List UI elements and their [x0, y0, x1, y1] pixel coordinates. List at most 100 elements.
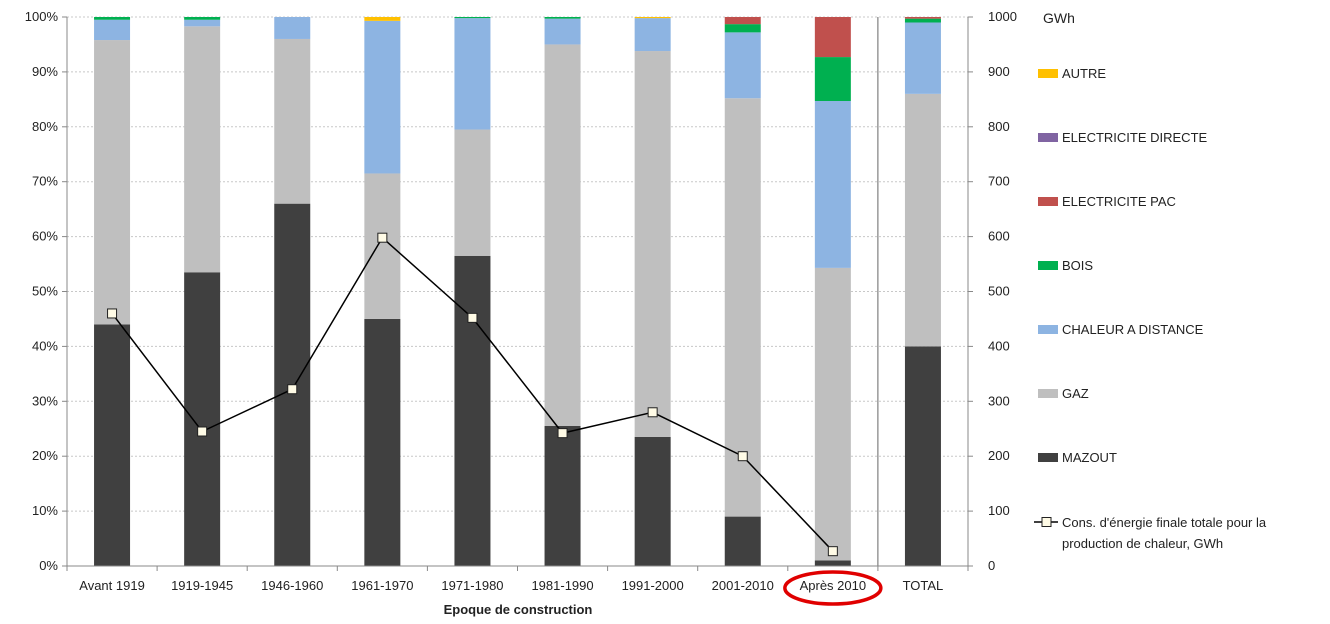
left-tick-label: 60%: [32, 229, 58, 244]
bar-segment: [94, 324, 131, 566]
bar-segment: [454, 129, 491, 256]
bars: [94, 17, 941, 566]
bar-segment: [364, 20, 401, 174]
line-point: [287, 384, 298, 395]
category-label: 1919-1945: [171, 578, 233, 593]
bar-segment: [904, 17, 941, 19]
legend-label: ELECTRICITE DIRECTE: [1062, 130, 1208, 145]
legend-swatch: [1038, 389, 1058, 398]
line-point: [377, 232, 388, 243]
bar-segment: [544, 426, 581, 566]
right-tick-label: 800: [988, 119, 1010, 134]
category-label: Après 2010: [800, 578, 867, 593]
bar-segment: [274, 38, 311, 204]
legend-swatch: [1038, 453, 1058, 462]
bar-segment: [454, 17, 491, 19]
right-tick-label: 500: [988, 284, 1010, 299]
bar-segment: [634, 436, 671, 566]
bar-segment: [544, 17, 581, 19]
category-label: 1991-2000: [622, 578, 684, 593]
bar-segment: [94, 19, 131, 41]
bar-segment: [634, 18, 671, 52]
line-point: [827, 546, 838, 557]
bar-segment: [814, 57, 851, 101]
bar-segment: [94, 40, 131, 325]
bar-segment: [184, 17, 221, 20]
bar-segment: [904, 346, 941, 566]
highlight-ellipse: [783, 570, 883, 606]
bar-segment: [724, 17, 761, 25]
legend-swatch: [1038, 261, 1058, 270]
right-tick-label: 300: [988, 393, 1010, 408]
legend-line-label: production de chaleur, GWh: [1062, 536, 1223, 551]
legend-label: MAZOUT: [1062, 450, 1117, 465]
category-label: 2001-2010: [712, 578, 774, 593]
right-tick-label: 0: [988, 558, 995, 573]
left-tick-label: 10%: [32, 503, 58, 518]
right-tick-label: 600: [988, 229, 1010, 244]
bar-segment: [94, 17, 131, 20]
bar-segment: [814, 100, 851, 268]
bar-segment: [904, 18, 941, 23]
left-tick-label: 80%: [32, 119, 58, 134]
legend-label: BOIS: [1062, 258, 1093, 273]
legend-label: CHALEUR A DISTANCE: [1062, 322, 1204, 337]
right-tick-label: 900: [988, 64, 1010, 79]
line-point: [737, 451, 748, 462]
left-tick-label: 30%: [32, 393, 58, 408]
right-tick-label: 400: [988, 338, 1010, 353]
left-tick-label: 90%: [32, 64, 58, 79]
right-tick-label: 200: [988, 448, 1010, 463]
left-tick-label: 40%: [32, 338, 58, 353]
category-label: 1981-1990: [531, 578, 593, 593]
left-tick-label: 100%: [25, 9, 59, 24]
bar-segment: [274, 17, 311, 39]
right-tick-label: 1000: [988, 9, 1017, 24]
line-point: [467, 312, 478, 323]
bar-segment: [184, 272, 221, 566]
bar-segment: [724, 98, 761, 517]
legend-label: ELECTRICITE PAC: [1062, 194, 1176, 209]
x-axis-title: Epoque de construction: [444, 602, 593, 617]
line-point: [197, 426, 208, 437]
bar-segment: [544, 44, 581, 427]
line-point: [107, 308, 118, 319]
bar-segment: [184, 26, 221, 273]
category-label: TOTAL: [903, 578, 944, 593]
legend-swatch: [1038, 197, 1058, 206]
bar-segment: [724, 516, 761, 566]
legend-label: AUTRE: [1062, 66, 1106, 81]
left-tick-label: 50%: [32, 284, 58, 299]
legend-label: GAZ: [1062, 386, 1089, 401]
bar-segment: [724, 32, 761, 99]
bar-segment: [544, 18, 581, 45]
right-axis-unit: GWh: [1043, 10, 1075, 26]
bar-segment: [364, 17, 401, 21]
bar-segment: [364, 173, 401, 319]
left-tick-label: 20%: [32, 448, 58, 463]
bar-segment: [904, 22, 941, 94]
highlight-ellipse-shape: [783, 570, 883, 606]
category-label: Avant 1919: [79, 578, 145, 593]
legend-line-label: Cons. d'énergie finale totale pour la: [1062, 515, 1267, 530]
category-label: 1946-1960: [261, 578, 323, 593]
bar-segment: [814, 17, 851, 58]
bar-segment: [814, 267, 851, 561]
legend-line-marker: [1041, 517, 1052, 527]
bar-segment: [814, 560, 851, 566]
category-label: 1961-1970: [351, 578, 413, 593]
consumption-line: [107, 232, 838, 557]
bar-segment: [364, 318, 401, 566]
right-tick-label: 700: [988, 174, 1010, 189]
legend-swatch: [1038, 69, 1058, 78]
line-point: [557, 428, 568, 439]
line-point: [647, 407, 658, 418]
bar-segment: [904, 93, 941, 347]
legend-swatch: [1038, 325, 1058, 334]
bar-segment: [724, 24, 761, 33]
left-tick-label: 70%: [32, 174, 58, 189]
bar-segment: [454, 18, 491, 130]
axes: 0% 10% 20% 30% 40% 50% 60% 70% 80% 90% 100% 0 100 200…: [25, 9, 1017, 593]
legend: AUTRE ELECTRICITE DIRECTE ELECTRICITE PAC B…: [1034, 66, 1267, 551]
